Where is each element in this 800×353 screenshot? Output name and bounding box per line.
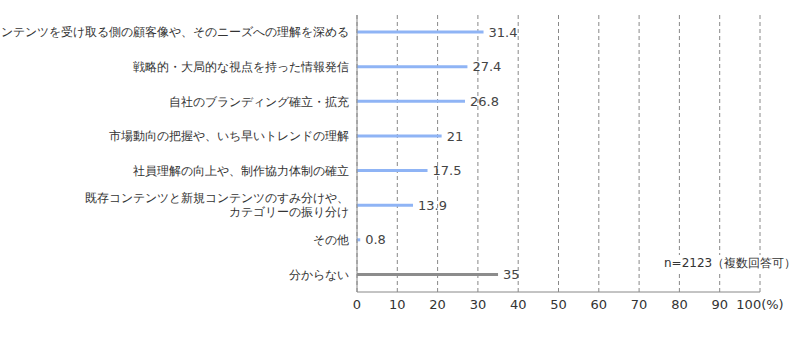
svg-text:既存コンテンツと新規コンテンツのすみ分けや、カテゴリーの振り: 既存コンテンツと新規コンテンツのすみ分けや、カテゴリーの振り分け — [85, 191, 349, 219]
svg-text:市場動向の把握や、いち早いトレンドの理解: 市場動向の把握や、いち早いトレンドの理解 — [109, 129, 349, 143]
html-text:n=2123（複数回答可）: n=2123（複数回答可） — [664, 256, 797, 270]
svg-text:17.5: 17.5 — [433, 163, 462, 178]
svg-text:90: 90 — [711, 297, 728, 312]
svg-text:社員理解の向上や、制作協力体制の確立: 社員理解の向上や、制作協力体制の確立 — [133, 164, 349, 178]
svg-text:40: 40 — [510, 297, 527, 312]
svg-text:70: 70 — [631, 297, 648, 312]
svg-text:21: 21 — [447, 129, 464, 144]
svg-text:その他: その他 — [313, 233, 349, 247]
svg-text:分からない: 分からない — [289, 268, 349, 282]
svg-text:0.8: 0.8 — [365, 232, 386, 247]
svg-text:自社のブランディング確立・拡充: 自社のブランディング確立・拡充 — [169, 95, 349, 109]
svg-text:戦略的・大局的な視点を持った情報発信: 戦略的・大局的な視点を持った情報発信 — [133, 60, 349, 74]
svg-text:60: 60 — [591, 297, 608, 312]
svg-text:0: 0 — [353, 297, 361, 312]
svg-text:50: 50 — [550, 297, 567, 312]
svg-text:10: 10 — [389, 297, 406, 312]
svg-text:20: 20 — [429, 297, 446, 312]
svg-text:35: 35 — [503, 267, 520, 282]
svg-text:26.8: 26.8 — [470, 94, 499, 109]
svg-text:コンテンツを受け取る側の顧客像や、そのニーズへの理解を深める: コンテンツを受け取る側の顧客像や、そのニーズへの理解を深める — [8, 25, 349, 39]
svg-text:100(%): 100(%) — [736, 297, 783, 312]
svg-text:80: 80 — [671, 297, 688, 312]
svg-text:31.4: 31.4 — [489, 25, 518, 40]
svg-text:27.4: 27.4 — [472, 59, 501, 74]
svg-text:13.9: 13.9 — [418, 198, 447, 213]
svg-text:30: 30 — [470, 297, 487, 312]
